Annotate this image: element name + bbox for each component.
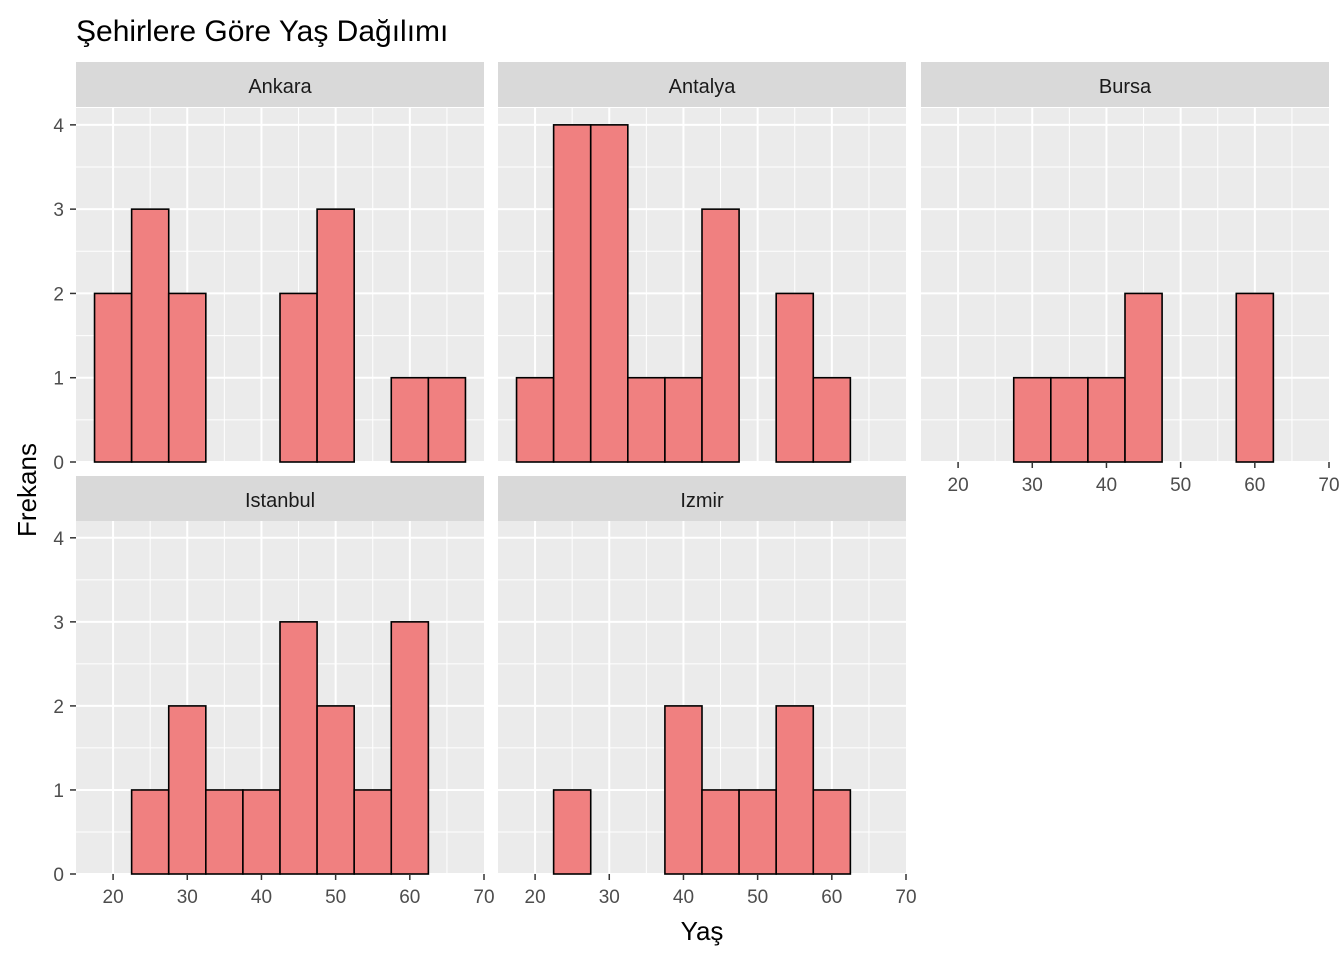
y-tick-label: 4	[53, 116, 64, 137]
histogram-bar	[664, 376, 703, 463]
facet-panel-ankara: Ankara 0 1 2 3 4	[53, 62, 484, 474]
facet-strip	[76, 476, 484, 521]
y-tick-label: 2	[53, 284, 64, 305]
x-tick-label: 40	[673, 887, 694, 908]
histogram-bar	[167, 292, 207, 463]
histogram-bar	[552, 789, 592, 875]
histogram-bar	[93, 292, 133, 463]
x-tick-label: 30	[599, 887, 620, 908]
facet-strip-label: Antalya	[669, 76, 737, 98]
x-tick-label: 20	[948, 475, 969, 496]
histogram-bar	[701, 208, 740, 463]
x-tick-label: 50	[1170, 475, 1191, 496]
histogram-bar	[279, 292, 318, 463]
histogram-bar	[738, 789, 777, 875]
histogram-bar	[242, 789, 281, 875]
x-tick-label: 60	[821, 887, 842, 908]
histogram-bar	[664, 705, 703, 875]
y-tick-label: 0	[53, 865, 64, 886]
y-tick-label: 2	[53, 697, 64, 718]
x-tick-label: 20	[525, 887, 546, 908]
x-tick-label: 30	[177, 887, 198, 908]
x-tick-label: 40	[251, 887, 272, 908]
x-tick-label: 20	[103, 887, 124, 908]
x-tick-label: 50	[325, 887, 346, 908]
histogram-bar	[812, 789, 852, 875]
x-tick-label: 70	[1318, 475, 1339, 496]
histogram-bar	[427, 376, 467, 463]
x-tick-label: 60	[1244, 475, 1265, 496]
facet-strip-label: Izmir	[680, 490, 724, 512]
x-tick-label: 40	[1096, 475, 1117, 496]
x-axis-title: Yaş	[681, 916, 724, 946]
histogram-bar	[390, 376, 430, 463]
y-tick-label: 1	[53, 781, 64, 802]
y-tick-label: 0	[53, 453, 64, 474]
facet-panel-izmir: Izmir 20 30 40 50 60 70	[498, 476, 917, 908]
histogram-bar	[701, 789, 740, 875]
histogram-bar	[1012, 376, 1052, 463]
x-tick-label: 70	[895, 887, 916, 908]
histogram-bar	[205, 789, 244, 875]
chart-title: Şehirlere Göre Yaş Dağılımı	[76, 15, 448, 48]
x-tick-label: 70	[473, 887, 494, 908]
facet-strip	[76, 62, 484, 107]
histogram-bar	[1235, 292, 1275, 463]
histogram-bar	[167, 705, 207, 875]
histogram-bar	[316, 208, 355, 463]
x-tick-label: 30	[1022, 475, 1043, 496]
y-axis-title: Frekans	[12, 443, 42, 537]
y-tick-label: 3	[53, 613, 64, 634]
facet-panel-bursa: Bursa 20 30 40 50 60 70	[921, 62, 1340, 496]
histogram-bar	[130, 208, 170, 463]
histogram-bar	[589, 124, 629, 463]
facet-strip-label: Istanbul	[245, 490, 315, 512]
facet-panel-istanbul: Istanbul 0 1 2 3 4 20 30 40 50 60 70	[53, 476, 495, 908]
histogram-bar	[515, 376, 555, 463]
facet-strip	[498, 62, 906, 107]
histogram-bar	[775, 292, 815, 463]
facet-strip	[498, 476, 906, 521]
y-tick-label: 3	[53, 200, 64, 221]
histogram-bar	[1050, 376, 1089, 463]
x-tick-label: 50	[747, 887, 768, 908]
histogram-bar	[353, 789, 393, 875]
y-tick-label: 4	[53, 529, 64, 550]
histogram-bar	[552, 124, 592, 463]
facet-panel-antalya: Antalya	[498, 62, 906, 463]
histogram-bar	[812, 376, 852, 463]
histogram-bar	[1124, 292, 1163, 463]
histogram-bar	[130, 789, 170, 875]
facet-strip	[921, 62, 1329, 107]
histogram-bar	[775, 705, 815, 875]
histogram-bar	[627, 376, 666, 463]
histogram-bar	[279, 621, 318, 875]
facet-strip-label: Ankara	[248, 76, 312, 98]
y-tick-label: 1	[53, 369, 64, 390]
histogram-bar	[390, 621, 430, 875]
histogram-bar	[316, 705, 355, 875]
facet-strip-label: Bursa	[1099, 76, 1152, 98]
histogram-bar	[1087, 376, 1126, 463]
x-tick-label: 60	[399, 887, 420, 908]
